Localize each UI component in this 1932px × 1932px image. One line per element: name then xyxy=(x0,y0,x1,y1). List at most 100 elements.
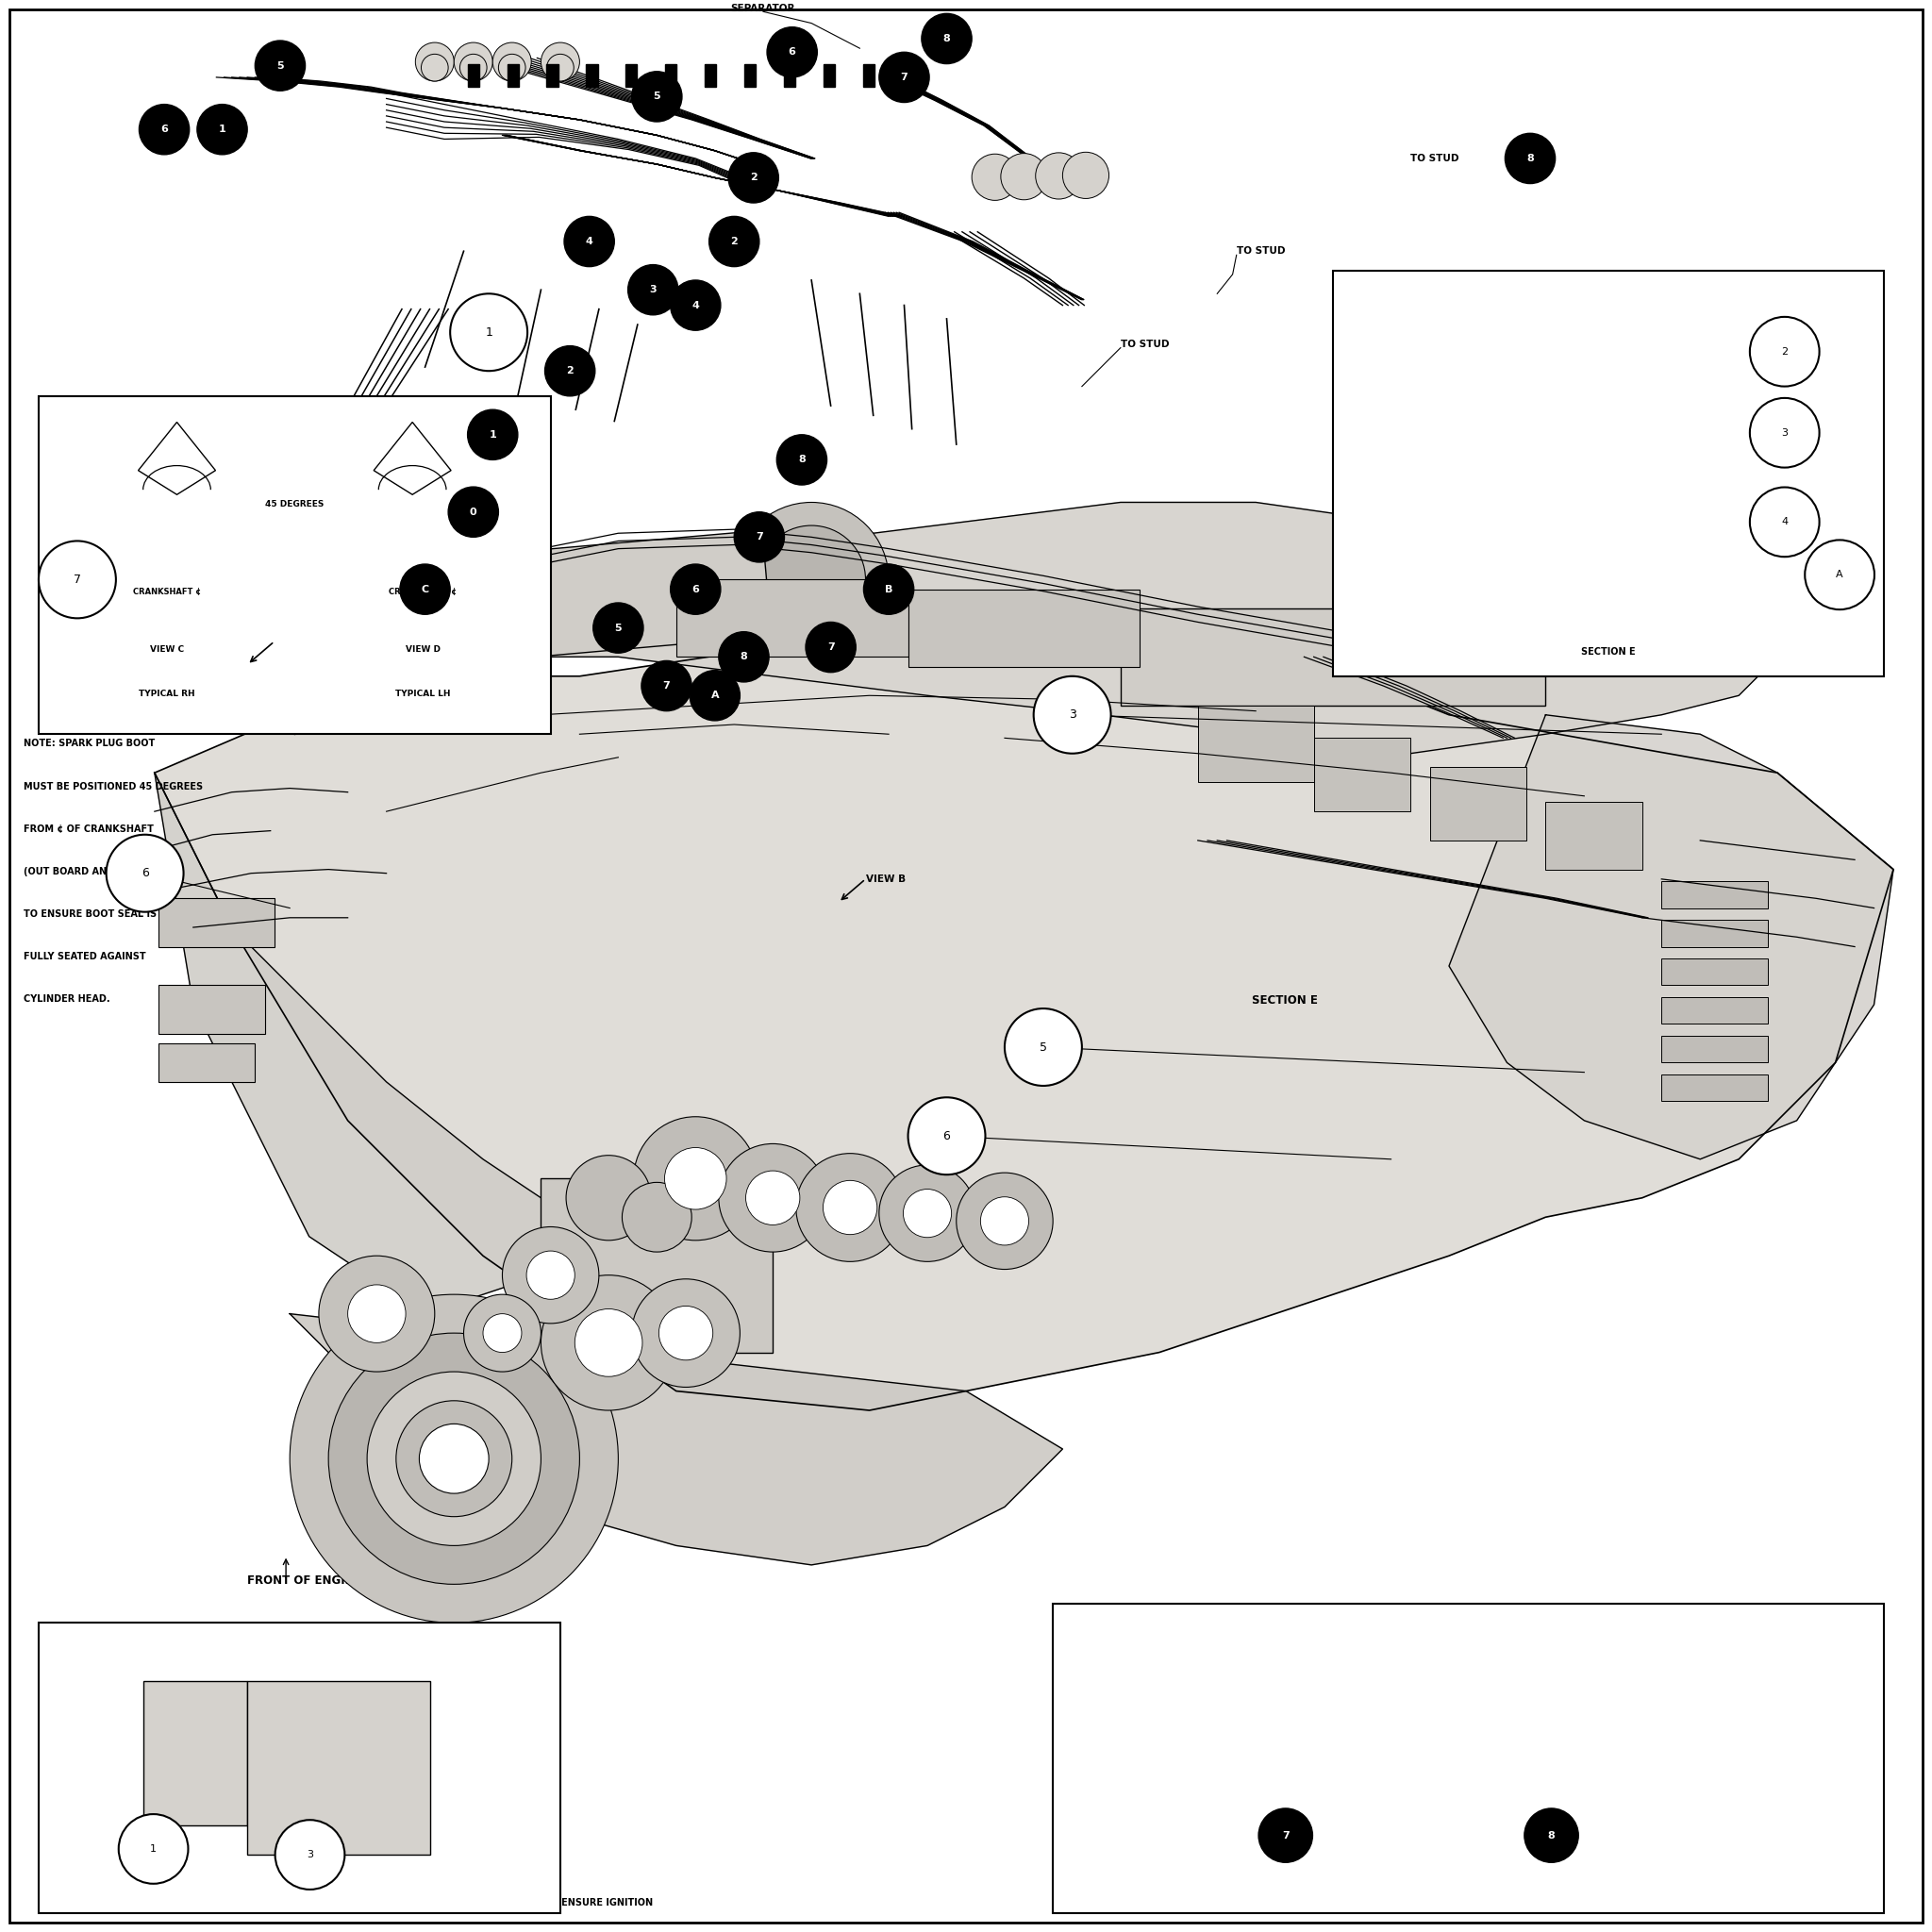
Text: FRONT OF ENGINE: FRONT OF ENGINE xyxy=(247,1575,361,1586)
Text: 5: 5 xyxy=(276,62,284,70)
Bar xyxy=(864,64,875,87)
Text: 2: 2 xyxy=(730,238,738,245)
Text: 8: 8 xyxy=(1526,155,1534,162)
Circle shape xyxy=(464,1294,541,1372)
Text: 7: 7 xyxy=(1283,1832,1289,1839)
Text: TO STUD: TO STUD xyxy=(1121,340,1169,348)
Bar xyxy=(744,64,755,87)
Circle shape xyxy=(659,1306,713,1360)
Text: 5: 5 xyxy=(614,624,622,632)
Circle shape xyxy=(728,153,779,203)
Circle shape xyxy=(1524,1808,1578,1862)
Circle shape xyxy=(448,487,498,537)
Circle shape xyxy=(670,280,721,330)
Text: 6: 6 xyxy=(692,585,699,593)
Text: 8: 8 xyxy=(798,456,806,464)
Bar xyxy=(1662,1074,1768,1101)
Circle shape xyxy=(468,410,518,460)
Text: B: B xyxy=(885,585,893,593)
Bar xyxy=(908,589,1140,667)
Bar xyxy=(468,64,479,87)
Text: 8: 8 xyxy=(740,653,748,661)
Circle shape xyxy=(628,265,678,315)
Circle shape xyxy=(541,43,580,81)
Circle shape xyxy=(956,1173,1053,1269)
Text: 1: 1 xyxy=(485,327,493,338)
Circle shape xyxy=(767,27,817,77)
Circle shape xyxy=(746,1171,800,1225)
Bar xyxy=(1053,1604,1884,1913)
Text: 45 DEGREES: 45 DEGREES xyxy=(265,500,325,508)
Bar xyxy=(626,64,638,87)
Text: SECTION E: SECTION E xyxy=(1252,995,1318,1007)
Polygon shape xyxy=(290,1314,1063,1565)
Text: 7: 7 xyxy=(73,574,81,585)
Circle shape xyxy=(908,1097,985,1175)
Circle shape xyxy=(864,564,914,614)
Circle shape xyxy=(719,1144,827,1252)
Text: MUST BE POSITIONED 45 DEGREES: MUST BE POSITIONED 45 DEGREES xyxy=(23,782,203,790)
Circle shape xyxy=(493,43,531,81)
Bar xyxy=(39,1623,560,1913)
Circle shape xyxy=(1750,398,1820,468)
Text: VIEW D: VIEW D xyxy=(406,645,440,653)
Text: NOTE: ENSURE IGNITION: NOTE: ENSURE IGNITION xyxy=(526,1899,653,1907)
Polygon shape xyxy=(155,773,580,1314)
Circle shape xyxy=(541,1275,676,1410)
Circle shape xyxy=(1750,487,1820,556)
Text: 7: 7 xyxy=(900,73,908,81)
Text: SEPARATOR: SEPARATOR xyxy=(730,4,796,14)
Bar xyxy=(158,898,274,947)
Circle shape xyxy=(734,502,889,657)
Text: 7: 7 xyxy=(827,643,835,651)
Bar xyxy=(1662,997,1768,1024)
Circle shape xyxy=(902,1188,951,1238)
Bar xyxy=(1198,705,1314,782)
Circle shape xyxy=(641,661,692,711)
Circle shape xyxy=(197,104,247,155)
Circle shape xyxy=(526,1252,576,1298)
Bar xyxy=(1662,1036,1768,1063)
Text: CYLINDER HEAD.: CYLINDER HEAD. xyxy=(23,995,110,1003)
Circle shape xyxy=(670,564,721,614)
Circle shape xyxy=(796,1153,904,1262)
Circle shape xyxy=(734,512,784,562)
Text: 8: 8 xyxy=(1548,1832,1555,1839)
Circle shape xyxy=(1258,1808,1312,1862)
Polygon shape xyxy=(1449,715,1893,1159)
Bar xyxy=(902,64,914,87)
Circle shape xyxy=(419,1424,489,1493)
Circle shape xyxy=(777,435,827,485)
Bar xyxy=(143,1681,247,1826)
Bar xyxy=(247,1681,429,1855)
Polygon shape xyxy=(348,502,1777,753)
Bar xyxy=(1662,958,1768,985)
Bar xyxy=(705,64,717,87)
Text: 6: 6 xyxy=(141,867,149,879)
Circle shape xyxy=(1034,676,1111,753)
Text: 5: 5 xyxy=(1039,1041,1047,1053)
Bar xyxy=(506,64,518,87)
Circle shape xyxy=(665,1148,726,1209)
Text: 3: 3 xyxy=(307,1851,313,1859)
Text: NOTE: SPARK PLUG BOOT: NOTE: SPARK PLUG BOOT xyxy=(23,740,155,748)
Text: 6: 6 xyxy=(943,1130,951,1142)
Text: 7: 7 xyxy=(663,682,670,690)
Circle shape xyxy=(367,1372,541,1546)
Bar xyxy=(1546,802,1642,869)
Circle shape xyxy=(632,71,682,122)
Text: 2: 2 xyxy=(750,174,757,182)
Bar xyxy=(158,985,265,1034)
Circle shape xyxy=(118,1814,187,1884)
Text: 6: 6 xyxy=(160,126,168,133)
Circle shape xyxy=(454,43,493,81)
Circle shape xyxy=(576,1310,641,1376)
Circle shape xyxy=(348,1285,406,1343)
Bar xyxy=(585,64,597,87)
Bar xyxy=(1121,609,1546,705)
Circle shape xyxy=(547,54,574,81)
Circle shape xyxy=(498,54,526,81)
Text: VIEW C: VIEW C xyxy=(149,645,184,653)
Text: A: A xyxy=(1835,570,1843,580)
Circle shape xyxy=(1001,153,1047,199)
